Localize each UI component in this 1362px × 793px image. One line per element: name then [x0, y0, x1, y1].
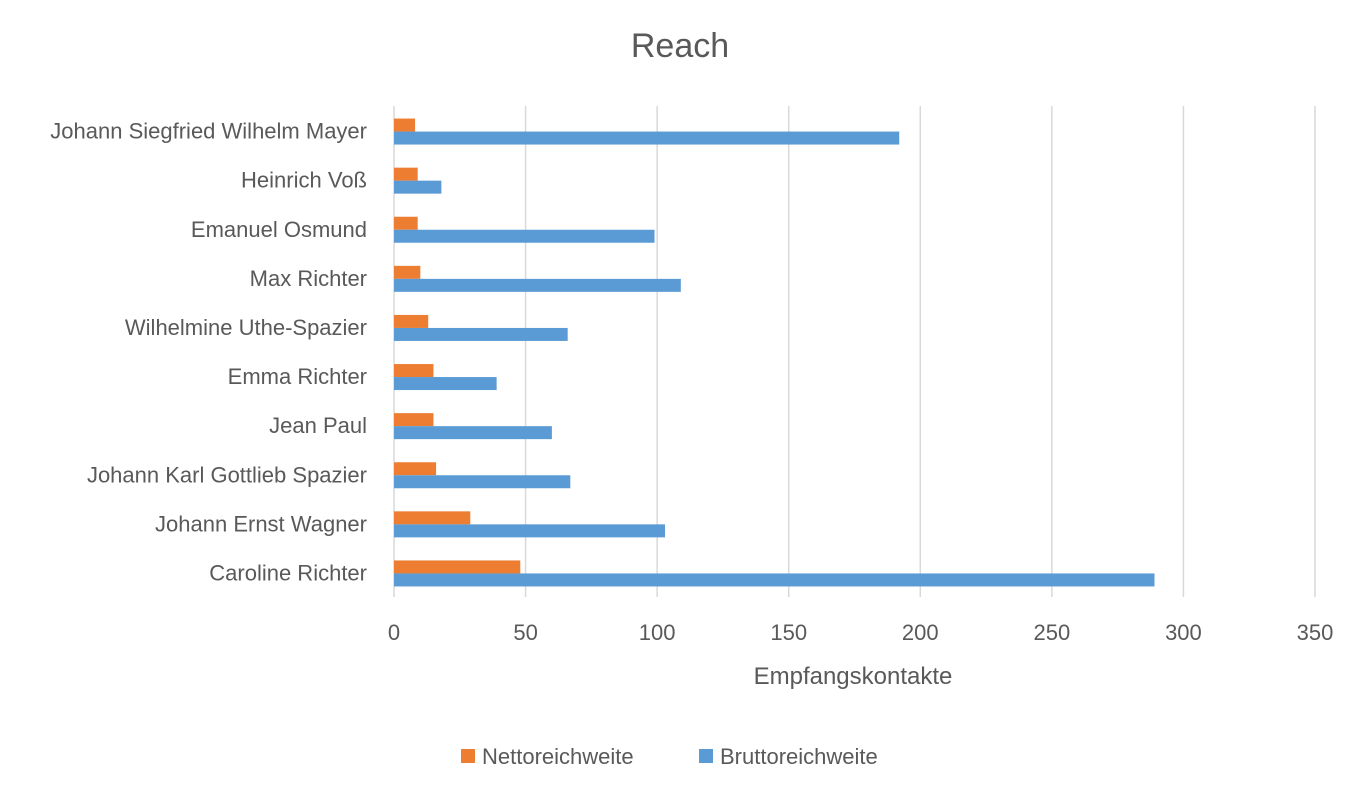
netto-bar	[394, 118, 416, 132]
x-axis-title: Empfangskontakte	[754, 663, 953, 690]
netto-bar	[394, 413, 434, 427]
x-tick-labels: 0 50 100 150 200 250 300 350	[388, 620, 1333, 645]
category-label: Johann Ernst Wagner	[155, 511, 367, 536]
category-label: Max Richter	[250, 266, 367, 291]
category-label: Caroline Richter	[209, 560, 367, 585]
netto-bar	[394, 216, 418, 230]
x-tick-label: 250	[1033, 620, 1070, 645]
netto-bar	[394, 314, 429, 328]
brutto-bar	[394, 475, 571, 489]
brutto-bar	[394, 229, 655, 243]
x-tick-label: 200	[902, 620, 939, 645]
x-tick-label: 100	[639, 620, 676, 645]
legend: Nettoreichweite Bruttoreichweite	[461, 744, 878, 769]
x-tick-label: 0	[388, 620, 400, 645]
category-label: Heinrich Voß	[241, 168, 367, 193]
brutto-bar	[394, 327, 568, 341]
netto-bar	[394, 511, 471, 525]
brutto-bar	[394, 377, 497, 391]
x-tick-label: 350	[1297, 620, 1334, 645]
category-label: Emanuel Osmund	[191, 217, 367, 242]
category-label: Johann Karl Gottlieb Spazier	[87, 462, 367, 487]
category-labels: Johann Siegfried Wilhelm Mayer Heinrich V…	[50, 119, 367, 586]
category-label: Wilhelmine Uthe-Spazier	[125, 315, 367, 340]
legend-swatch	[699, 749, 713, 763]
brutto-bar	[394, 426, 552, 440]
brutto-bar	[394, 278, 681, 292]
gridlines	[393, 106, 1316, 597]
category-label: Jean Paul	[269, 413, 367, 438]
legend-label: Nettoreichweite	[482, 744, 634, 769]
x-tick-label: 50	[513, 620, 537, 645]
netto-bar	[394, 560, 521, 574]
brutto-bar	[394, 180, 442, 194]
chart-title: Reach	[631, 27, 729, 65]
category-label: Johann Siegfried Wilhelm Mayer	[50, 119, 367, 144]
brutto-bar	[394, 524, 666, 538]
netto-bar	[394, 462, 437, 476]
category-label: Emma Richter	[228, 364, 367, 389]
legend-label: Bruttoreichweite	[720, 744, 878, 769]
brutto-bar	[394, 131, 900, 145]
netto-bar	[394, 265, 421, 279]
x-tick-label: 300	[1165, 620, 1202, 645]
brutto-bar	[394, 573, 1155, 587]
legend-swatch	[461, 749, 475, 763]
x-tick-label: 150	[770, 620, 807, 645]
netto-bar	[394, 364, 434, 378]
netto-bar	[394, 167, 418, 181]
bars	[394, 118, 1155, 587]
